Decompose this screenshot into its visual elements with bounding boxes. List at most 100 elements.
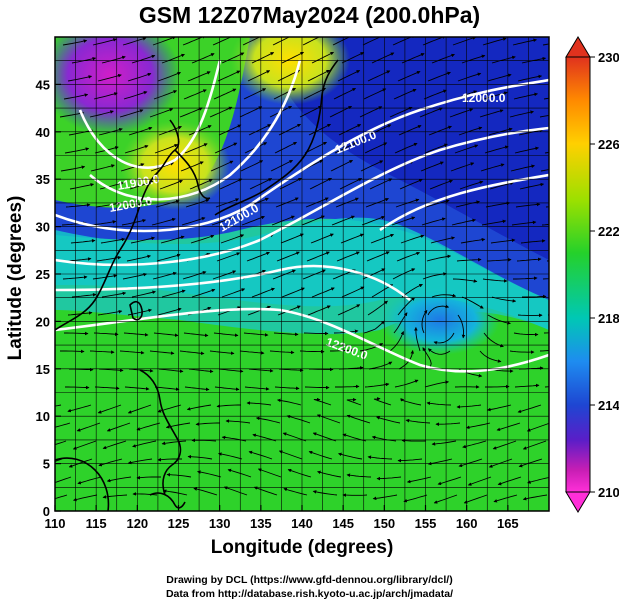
y-tick-label: 5 [43,457,50,472]
streamline [55,404,62,407]
streamline [278,368,304,372]
coastline-borneo [55,457,110,511]
streamline [376,476,402,481]
streamline [223,486,248,496]
streamline [519,182,545,190]
streamline [403,494,428,503]
streamline [64,147,90,154]
streamline [307,305,331,316]
streamline [73,494,98,502]
streamline [209,350,235,355]
coastline-taiwan [129,300,143,321]
streamline [119,350,145,355]
streamline [160,235,185,244]
streamline [479,350,502,363]
streamline [437,476,462,486]
streamline [218,124,242,136]
longitude-ticks: 110 115 120 125 130 135 140 145 150 155 160 165 [45,505,519,531]
streamline [303,331,329,336]
streamline [255,416,281,424]
streamline [496,422,521,432]
x-tick-label: 165 [497,516,519,531]
streamline [392,268,416,280]
streamline [225,419,251,424]
streamline [278,123,302,136]
streamline [461,54,486,64]
streamline [391,216,416,226]
streamline [131,290,156,298]
streamline [304,385,330,390]
contour-line [55,264,411,301]
streamline [397,70,421,82]
streamline [191,53,215,64]
streamline [332,37,356,46]
streamline [119,109,144,118]
streamline [368,124,392,136]
streamline [485,384,510,389]
streamline [398,350,415,370]
streamline [341,52,365,64]
streamline [330,159,354,172]
streamline [179,350,205,356]
streamline [543,97,549,100]
streamline [213,88,237,100]
streamline [461,296,484,309]
streamline [419,107,443,118]
streamline [337,304,361,316]
streamline [426,254,452,262]
streamline [246,401,272,406]
streamline [364,382,390,388]
streamline [180,161,204,172]
colorbar-tick-label: 218 [598,311,619,326]
streamline [489,181,514,190]
streamline [516,257,542,262]
streamline [59,111,85,118]
streamline [423,89,447,100]
streamline [311,287,335,298]
streamline [491,296,517,303]
contour-line [379,173,549,232]
streamline [392,37,416,46]
streamline [512,38,537,46]
streamline [218,368,244,373]
streamline [93,92,118,100]
streamline [276,251,300,262]
streamline [97,404,122,414]
streamline [55,440,67,446]
contour-line [55,78,549,233]
streamline [455,200,480,208]
streamline [281,287,305,298]
streamline [287,468,312,478]
streamline [127,404,152,414]
streamline [361,215,386,226]
streamline [363,320,385,334]
streamline [247,305,271,316]
streamline [152,37,177,46]
streamline [60,165,86,172]
streamline [338,452,363,460]
streamline [487,314,511,325]
x-tick-label: 130 [209,516,231,531]
streamline [166,472,192,478]
streamline [274,141,298,154]
streamline [362,37,386,46]
streamline [370,233,395,244]
streamline [509,110,534,118]
streamline [195,422,220,426]
streamline [155,199,180,208]
streamline [346,397,362,406]
streamline [454,144,479,154]
streamline [335,384,360,389]
streamline [151,217,176,226]
streamline [214,386,240,391]
x-tick-label: 155 [415,516,437,531]
latitude-ticks: 0 5 10 15 20 25 30 35 40 45 [36,77,61,519]
streamline [485,201,511,208]
streamline [127,72,152,82]
streamline [184,143,208,154]
streamline [401,53,425,64]
streamline [486,258,512,262]
streamline [491,55,516,64]
streamline [400,398,422,406]
streamline [197,470,222,478]
